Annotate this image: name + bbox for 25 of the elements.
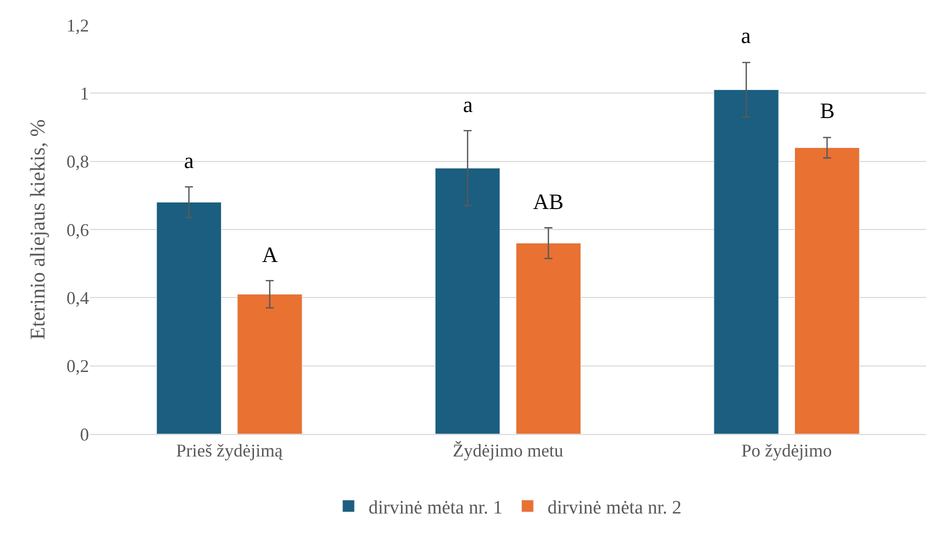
y-tick-label: 0,6 <box>66 220 89 240</box>
y-tick-label: 0,4 <box>66 288 89 308</box>
bar <box>516 242 581 434</box>
data-label: a <box>741 23 751 48</box>
y-axis-title: Eterinio aliejaus kiekis, % <box>26 119 50 340</box>
y-tick-label: 0,8 <box>66 152 89 172</box>
legend-label: dirvinė mėta nr. 1 <box>368 497 503 518</box>
y-tick-label: 1 <box>80 83 89 104</box>
bar <box>237 294 302 434</box>
x-tick-label: Po žydėjimo <box>741 440 832 461</box>
data-label: a <box>463 92 473 117</box>
data-label: B <box>820 98 835 123</box>
x-tick-label: Prieš žydėjimą <box>176 440 284 461</box>
legend-label: dirvinė mėta nr. 2 <box>548 497 682 518</box>
data-label: a <box>184 148 194 173</box>
x-tick-label: Žydėjimo metu <box>452 440 564 461</box>
y-tick-label: 1,2 <box>66 15 89 36</box>
data-label: AB <box>533 189 564 214</box>
data-label: A <box>262 242 278 267</box>
bar <box>714 90 779 434</box>
bar <box>794 147 860 434</box>
y-tick-label: 0 <box>80 424 89 444</box>
bar <box>435 168 500 434</box>
y-tick-label: 0,2 <box>66 356 89 376</box>
bar <box>156 202 222 434</box>
